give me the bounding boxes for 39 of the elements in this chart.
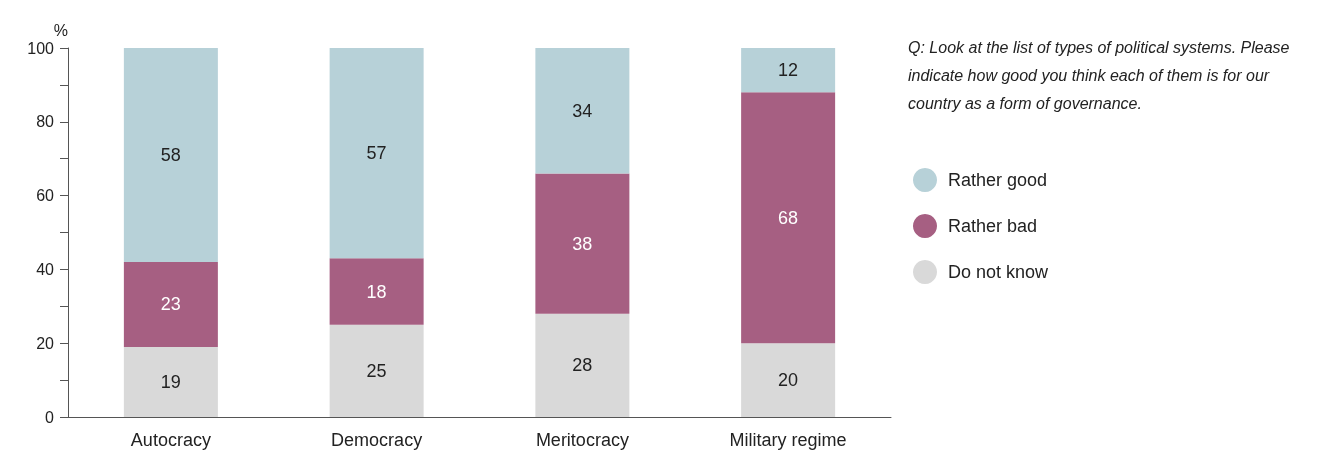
x-tick-label: Democracy: [331, 430, 423, 450]
data-label: 34: [572, 100, 593, 121]
legend-label: Rather good: [948, 170, 1048, 190]
data-label: 18: [366, 281, 387, 302]
data-label: 12: [778, 60, 799, 81]
legend-label: Do not know: [948, 262, 1050, 282]
y-tick-label: 20: [36, 334, 55, 352]
y-tick-label: 60: [36, 187, 55, 205]
y-tick-label: 0: [45, 408, 55, 426]
bar: [535, 48, 630, 174]
x-tick-label: Autocracy: [130, 430, 211, 450]
bar: [741, 48, 836, 93]
bar: [123, 346, 218, 417]
y-tick-label: 40: [36, 260, 55, 278]
bar: [329, 324, 424, 417]
data-label: 25: [366, 360, 387, 381]
x-tick-label: Meritocracy: [535, 430, 629, 450]
y-tick-label: 80: [36, 113, 55, 131]
data-label: 19: [160, 371, 181, 392]
data-label: 57: [366, 143, 387, 164]
data-label: 28: [572, 355, 593, 376]
bar: [535, 173, 630, 314]
text: Q: Look at the list of types of political systems. Please indicate how good you think each of them is for our country as a form of governance.: [908, 38, 1294, 112]
y-tick-label: 100: [27, 39, 55, 57]
data-label: 68: [778, 207, 799, 228]
bar: [123, 48, 218, 263]
bar: [329, 258, 424, 325]
bar: [741, 343, 836, 417]
data-label: 58: [160, 145, 181, 166]
data-label: 20: [778, 370, 799, 391]
bar: [535, 313, 630, 417]
bar: [123, 262, 218, 347]
legend-label: Rather bad: [948, 216, 1038, 236]
x-tick-label: Military regime: [729, 430, 847, 450]
data-label: 38: [572, 233, 593, 254]
y-axis-title: %: [53, 21, 68, 39]
bar: [329, 48, 424, 259]
bar: [741, 92, 836, 344]
data-label: 23: [160, 294, 181, 315]
